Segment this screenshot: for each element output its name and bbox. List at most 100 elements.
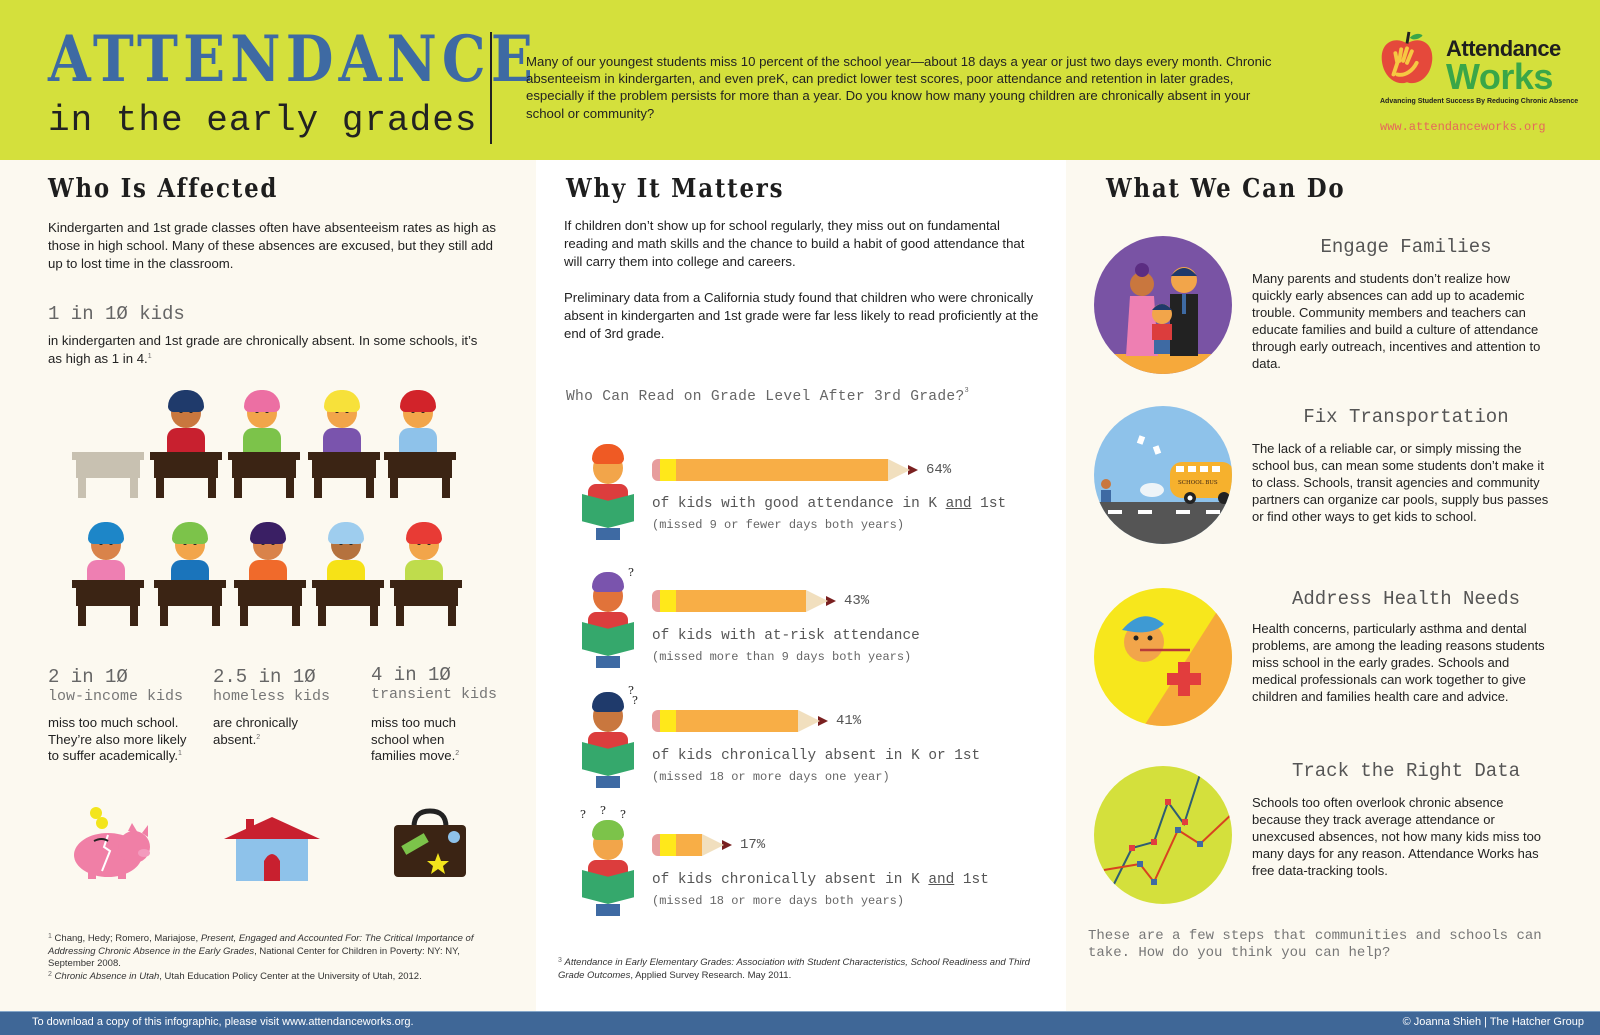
stat-text: miss too much school. They’re also more …: [48, 715, 187, 764]
bar-value: 41%: [836, 713, 862, 729]
student-icon: [78, 522, 134, 592]
worried-reader-icon: ?: [580, 566, 636, 672]
who-is-affected-column: Who Is Affected Kindergarten and 1st gra…: [0, 160, 536, 1011]
action-title: Address Health Needs: [1291, 588, 1521, 610]
student-icon: [234, 390, 290, 460]
desk-icon: [154, 580, 226, 628]
logo-name-line2: Works: [1446, 56, 1553, 97]
action-title: Engage Families: [1320, 236, 1492, 258]
stat-value: 2.5 in 1Ø: [213, 666, 316, 688]
apple-hand-icon: [1381, 31, 1433, 84]
chart-title: Who Can Read on Grade Level After 3rd Gr…: [566, 387, 970, 405]
footnote-1: 1 Chang, Hedy; Romero, Mariajose, Presen…: [48, 933, 474, 970]
desk-icon: [234, 580, 306, 628]
bar-note: (missed 18 or more days both years): [652, 894, 905, 908]
logo-name-line1: Attendance: [1446, 36, 1561, 61]
logo-url-link[interactable]: www.attendanceworks.org: [1380, 120, 1546, 134]
desk-icon: [308, 452, 380, 500]
desk-icon: [150, 452, 222, 500]
chart-bar-row-good-attendance: 64% of kids with good attendance in K an…: [580, 444, 1040, 554]
pencil-bar: 64%: [652, 459, 951, 481]
bar-label: of kids chronically absent in K and 1st: [652, 872, 989, 888]
stat-text: are chronically absent.2: [213, 715, 299, 747]
section-title-what-we-can-do: What We Can Do: [1106, 174, 1346, 204]
bar-note: (missed 9 or fewer days both years): [652, 518, 905, 532]
header-divider: [490, 32, 492, 144]
action-engage-families: Engage Families Many parents and student…: [1080, 236, 1580, 386]
desk-icon: [312, 580, 384, 628]
download-link[interactable]: To download a copy of this infographic, …: [32, 1016, 414, 1028]
page-subtitle: in the early grades: [48, 100, 478, 141]
footer-bar: To download a copy of this infographic, …: [0, 1011, 1600, 1035]
piggy-bank-icon: [74, 807, 150, 879]
chart-bar-row-at-risk: ? 43% of kids with at-risk attendance (m…: [580, 566, 1040, 676]
student-icon: [390, 390, 446, 460]
sick-child-icon: [1094, 588, 1232, 726]
desk-icon: [384, 452, 456, 500]
action-track-the-right-data: Track the Right Data Schools too often o…: [1080, 760, 1580, 916]
stat-value: 2 in 1Ø: [48, 666, 128, 688]
student-icon: [158, 390, 214, 460]
chart-bar-row-absent-k-and-1st: ??? 17% of kids chronically absent in K …: [580, 804, 1040, 920]
sad-reader-icon: ???: [580, 804, 636, 920]
bar-value: 43%: [844, 593, 870, 609]
why-it-matters-para1: If children don’t show up for school reg…: [564, 218, 1025, 269]
school-bus-icon: SCHOOL BUS: [1094, 406, 1232, 544]
action-address-health-needs: Address Health Needs Health concerns, pa…: [1080, 588, 1580, 738]
classroom-illustration: [72, 390, 472, 630]
chart-bar-row-absent-k-or-1st: ?? 41% of kids chronically absent in K o…: [580, 684, 1040, 794]
suitcase-icon: [394, 808, 466, 877]
bar-value: 17%: [740, 837, 766, 853]
pencil-bar: 17%: [652, 834, 765, 856]
stat-group: homeless kids: [213, 688, 331, 705]
pencil-bar: 43%: [652, 590, 869, 612]
headline-stat-text: in kindergarten and 1st grade are chroni…: [48, 333, 478, 366]
happy-reader-icon: [580, 444, 636, 544]
stat-group: low-income kids: [48, 688, 184, 705]
closing-message: These are a few steps that communities a…: [1088, 928, 1542, 961]
section-title-who-is-affected: Who Is Affected: [48, 174, 279, 204]
attendance-works-logo: Attendance Works Advancing Student Succe…: [1378, 18, 1578, 138]
footnote-2: 2 Chronic Absence in Utah, Utah Educatio…: [48, 970, 422, 982]
desk-icon: [390, 580, 462, 628]
stat-value: 4 in 1Ø: [371, 664, 451, 686]
empty-desk-icon: [72, 452, 144, 500]
action-text: Health concerns, particularly asthma and…: [1252, 621, 1545, 704]
why-it-matters-para2: Preliminary data from a California study…: [564, 290, 1039, 341]
bar-note: (missed more than 9 days both years): [652, 650, 912, 664]
pencil-bar: 41%: [652, 710, 861, 732]
stat-text: miss too much school when families move.…: [371, 715, 460, 764]
header-intro-text: Many of our youngest students miss 10 pe…: [526, 54, 1272, 121]
action-text: Many parents and students don’t realize …: [1252, 271, 1541, 371]
action-title: Track the Right Data: [1291, 760, 1521, 782]
bar-label: of kids with at-risk attendance: [652, 628, 920, 644]
headline-stat: 1 in 1Ø kids: [48, 303, 185, 325]
header-banner: ATTENDANCE in the early grades Many of o…: [0, 0, 1600, 160]
student-icon: [314, 390, 370, 460]
page-title: ATTENDANCE: [48, 22, 539, 97]
line-chart-icon: [1094, 766, 1232, 904]
action-text: Schools too often overlook chronic absen…: [1252, 795, 1542, 878]
logo-tagline: Advancing Student Success By Reducing Ch…: [1380, 98, 1579, 105]
section-title-why-it-matters: Why It Matters: [566, 174, 785, 204]
what-we-can-do-column: What We Can Do Engage Families Many pare…: [1066, 160, 1600, 1011]
stat-group: transient kids: [371, 686, 498, 703]
who-is-affected-intro: Kindergarten and 1st grade classes often…: [48, 220, 496, 271]
footnote-3: 3 Attendance in Early Elementary Grades:…: [558, 957, 1030, 981]
action-title: Fix Transportation: [1303, 406, 1509, 428]
bar-label: of kids chronically absent in K or 1st: [652, 748, 981, 764]
desk-icon: [228, 452, 300, 500]
svg-text:SCHOOL BUS: SCHOOL BUS: [1178, 480, 1218, 486]
bar-value: 64%: [926, 462, 952, 478]
action-text: The lack of a reliable car, or simply mi…: [1252, 441, 1549, 524]
bar-note: (missed 18 or more days one year): [652, 770, 890, 784]
desk-icon: [72, 580, 144, 628]
confused-reader-icon: ??: [580, 684, 638, 792]
action-fix-transportation: SCHOOL BUS Fix Transportation The lack o…: [1080, 406, 1580, 556]
left-footnotes: 1 Chang, Hedy; Romero, Mariajose, Presen…: [48, 933, 488, 983]
family-icon: [1094, 236, 1232, 374]
bar-label: of kids with good attendance in K and 1s…: [652, 496, 1007, 512]
house-icon: [224, 817, 320, 881]
copyright-credit: © Joanna Shieh | The Hatcher Group: [1402, 1016, 1584, 1028]
why-it-matters-column: Why It Matters If children don’t show up…: [536, 160, 1066, 1011]
